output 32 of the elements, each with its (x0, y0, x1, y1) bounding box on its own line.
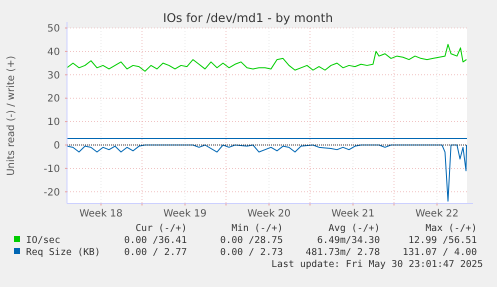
y-tick-label: 10 (47, 117, 60, 128)
line-series (66, 44, 467, 72)
text: 12.99 /56.51 (408, 235, 478, 246)
x-tick-label: Week 20 (247, 208, 291, 220)
legend-label: IO/sec (26, 235, 60, 246)
text: 0.00 / 2.73 (220, 247, 283, 258)
legend-label: Req Size (KB) (26, 247, 100, 258)
text: Cur (-/+) (136, 223, 187, 234)
y-tick-label: 50 (47, 24, 60, 34)
y-tick-label: 30 (47, 70, 60, 82)
x-tick-label: Week 21 (331, 208, 375, 220)
y-tick-label: -20 (44, 187, 60, 198)
text: Last update: Fri May 30 23:01:47 2025 (271, 259, 483, 270)
x-tick-label: Week 18 (79, 208, 123, 220)
text: Avg (-/+) (328, 223, 380, 234)
text: Max (-/+) (426, 223, 477, 234)
text: Min (-/+) (232, 223, 283, 234)
y-tick-label: -10 (44, 164, 60, 175)
y-tick-label: 0 (54, 140, 60, 152)
y-tick-label: 40 (47, 46, 60, 58)
line-series (66, 144, 467, 202)
chart-title: IOs for /dev/md1 - by month (163, 11, 333, 25)
text: 0.00 /28.75 (220, 235, 283, 246)
y-axis-title: Units read (-) / write (+) (6, 56, 17, 176)
text: 0.00 /36.41 (124, 235, 188, 246)
y-tick-label: 20 (47, 94, 60, 105)
text: 6.49m/34.30 (317, 235, 380, 246)
text: 131.07 / 4.00 (402, 247, 478, 258)
x-tick-label: Week 22 (415, 208, 459, 220)
x-tick-label: Week 19 (163, 208, 207, 220)
text: 481.73m/ 2.78 (306, 247, 380, 258)
text: 0.00 / 2.77 (124, 247, 187, 258)
